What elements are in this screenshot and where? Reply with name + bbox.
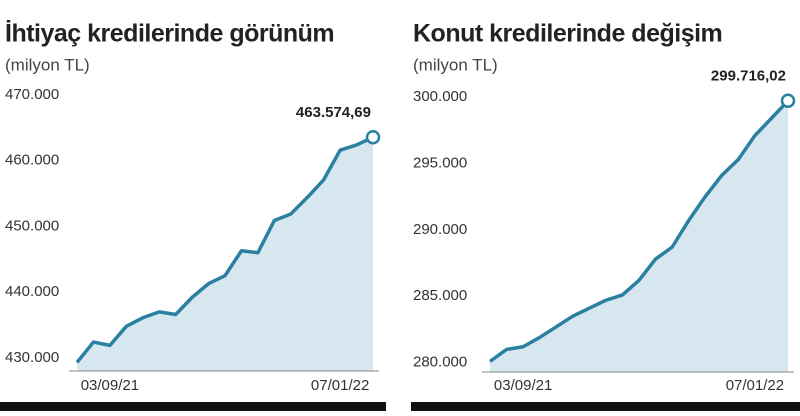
area [490, 100, 788, 373]
y-tick-label: 285.000 [413, 287, 467, 304]
y-tick-label: 430.000 [5, 349, 59, 366]
x-tick-label: 07/01/22 [726, 377, 784, 394]
chart-subtitle: (milyon TL) [413, 55, 498, 74]
y-tick-label: 470.000 [5, 86, 59, 103]
area [77, 137, 373, 371]
end-marker [780, 93, 796, 109]
y-tick-label: 300.000 [413, 88, 467, 105]
y-tick-label: 295.000 [413, 154, 467, 171]
chart-title: İhtiyaç kredilerinde görünüm [5, 20, 334, 48]
y-tick-label: 460.000 [5, 152, 59, 169]
panel-bar [411, 402, 800, 411]
y-tick-label: 440.000 [5, 283, 59, 300]
x-tick-label: 03/09/21 [494, 377, 552, 394]
chart-subtitle: (milyon TL) [5, 55, 90, 74]
line [75, 135, 374, 364]
x-tick-label: 07/01/22 [311, 377, 369, 394]
panel-bar [0, 402, 386, 411]
y-tick-label: 280.000 [413, 354, 467, 371]
y-tick-label: 450.000 [5, 217, 59, 234]
line [488, 99, 790, 363]
value-label: 463.574,69 [296, 104, 371, 121]
chart-title: Konut kredilerinde değişim [413, 20, 722, 48]
value-label: 299.716,02 [711, 68, 786, 85]
end-marker [365, 129, 381, 145]
y-tick-label: 290.000 [413, 221, 467, 238]
x-tick-label: 03/09/21 [81, 377, 139, 394]
